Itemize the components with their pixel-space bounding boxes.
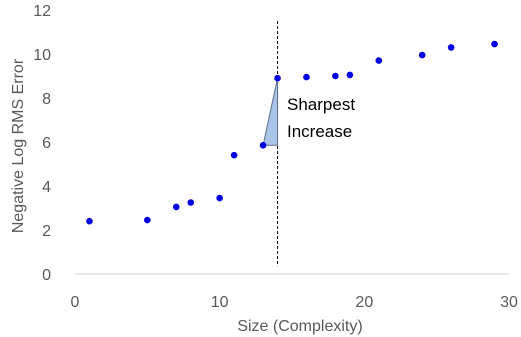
y-tick-label: 6 xyxy=(42,135,51,152)
x-tick-label: 30 xyxy=(500,294,518,311)
annotation-label-line1: Sharpest xyxy=(287,95,355,114)
data-point xyxy=(216,194,223,202)
y-tick-label: 4 xyxy=(42,179,51,196)
points-layer xyxy=(86,40,498,225)
data-point xyxy=(332,72,339,80)
data-point xyxy=(375,57,383,64)
annotation-layer xyxy=(262,21,279,267)
data-point xyxy=(259,142,267,149)
data-point xyxy=(303,73,310,81)
data-point xyxy=(491,40,498,48)
data-point xyxy=(346,71,354,79)
data-point xyxy=(172,203,180,211)
y-tick-label: 8 xyxy=(42,91,51,108)
x-tick-label: 10 xyxy=(211,294,229,311)
annotation-label-line2: Increase xyxy=(287,122,352,141)
data-point xyxy=(274,74,281,82)
y-tick-label: 10 xyxy=(33,47,51,64)
y-tick-label: 12 xyxy=(33,3,51,20)
data-point xyxy=(230,151,238,159)
data-point xyxy=(86,217,93,225)
axes-layer: 0 10 20 30 0 2 4 6 8 10 12 xyxy=(33,3,518,311)
data-point xyxy=(187,199,195,206)
y-tick-label: 0 xyxy=(42,267,51,284)
data-point xyxy=(144,216,151,224)
x-axis-label: Size (Complexity) xyxy=(237,318,362,335)
data-point xyxy=(418,51,426,59)
data-point xyxy=(447,44,455,51)
x-tick-label: 20 xyxy=(355,294,373,311)
x-tick-label: 0 xyxy=(71,294,80,311)
y-axis-label: Negative Log RMS Error xyxy=(10,58,27,233)
sharpest-increase-triangle xyxy=(262,78,279,146)
y-tick-label: 2 xyxy=(42,223,51,240)
